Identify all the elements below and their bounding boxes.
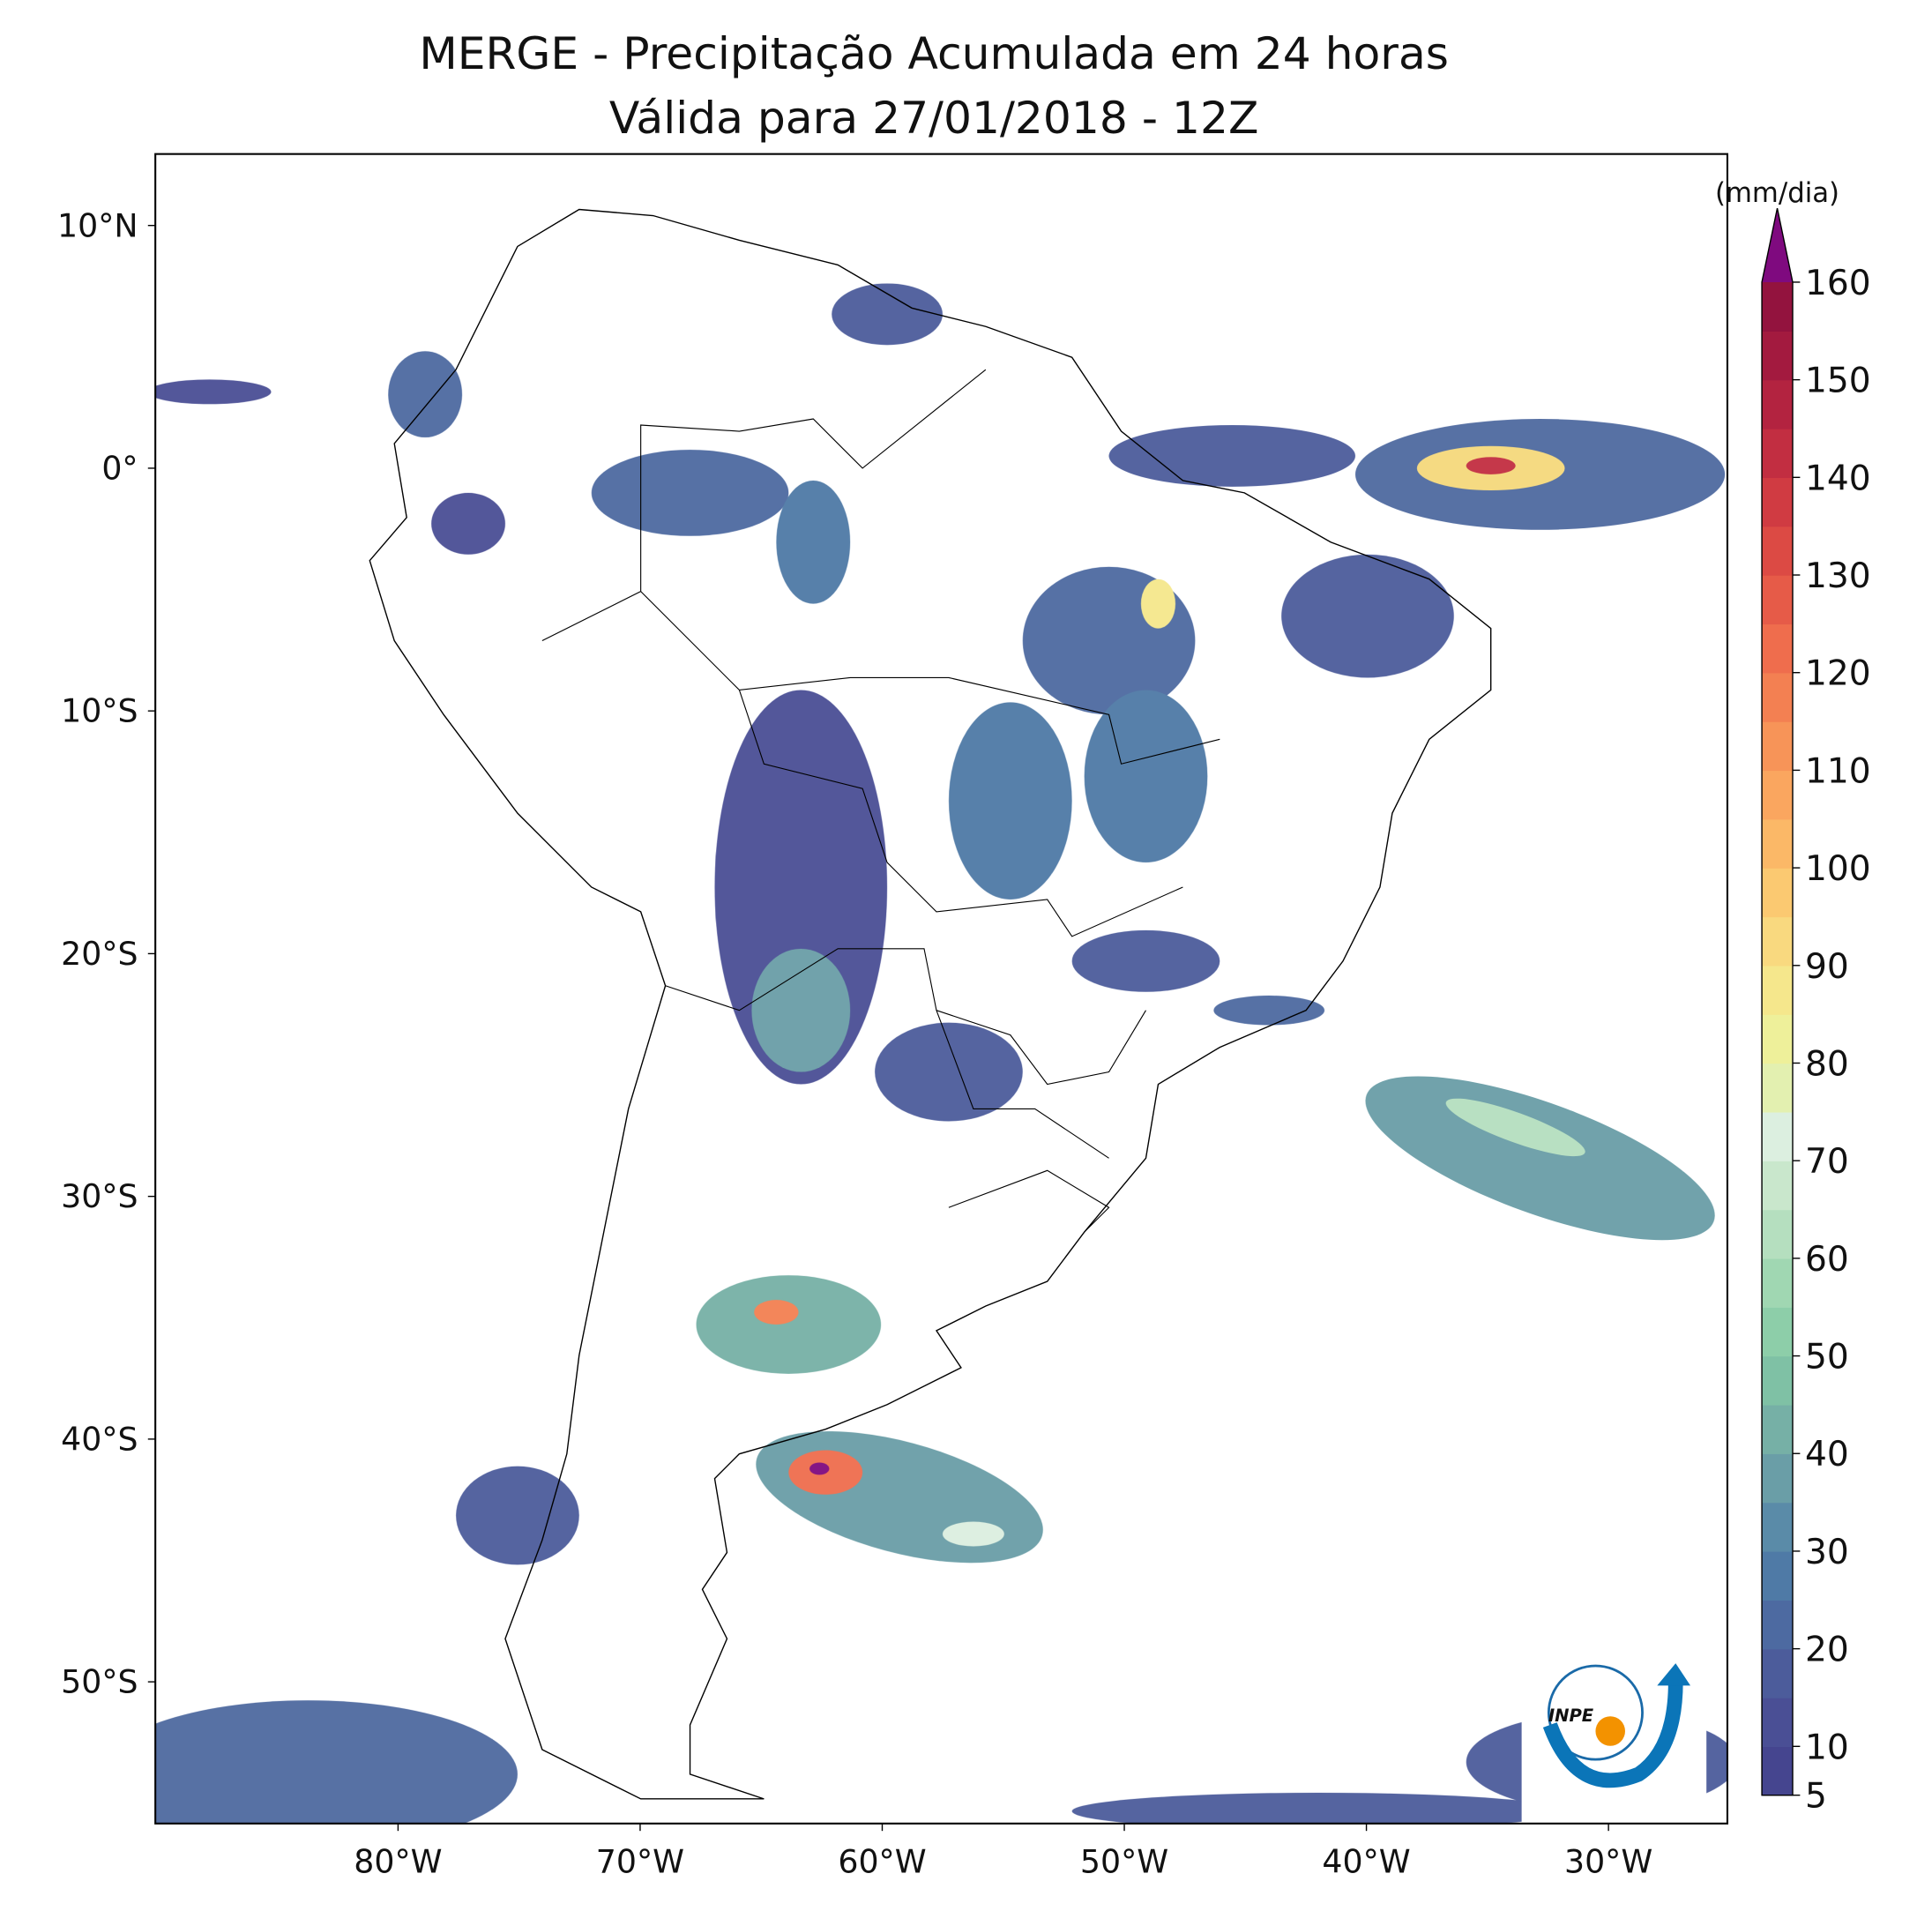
borders (541, 369, 1220, 1233)
colorbar-tick-label: 60 (1805, 1240, 1849, 1280)
colorbar-tick-label: 150 (1805, 362, 1871, 401)
colorbar-tick-label: 40 (1805, 1435, 1849, 1474)
colorbar-tick-label: 130 (1805, 556, 1871, 596)
colorbar-segment (1762, 1111, 1793, 1161)
colorbar-tick-label: 160 (1805, 264, 1871, 303)
lon-label: 50°W (1080, 1843, 1168, 1881)
colorbar-segment (1762, 965, 1793, 1015)
colorbar-segment (1762, 1404, 1793, 1454)
colorbar: (mm/dia) 5 10 20 30 40 50 60 70 80 90 100 110 120 130 1… (1715, 177, 1871, 1817)
colorbar-segment (1762, 623, 1793, 674)
colorbar-tick-label: 140 (1805, 459, 1871, 498)
colorbar-tick-label: 80 (1805, 1044, 1849, 1084)
colorbar-segment (1762, 721, 1793, 772)
lat-label: 10°N (57, 206, 138, 244)
colorbar-segment (1762, 1453, 1793, 1504)
map-frame (154, 153, 1728, 1825)
colorbar-segment (1762, 1600, 1793, 1650)
title: MERGE - Precipitação Acumulada em 24 hor… (419, 27, 1449, 79)
lat-label: 20°S (61, 935, 138, 973)
lat-label: 10°S (61, 692, 138, 730)
colorbar-tick-label: 50 (1805, 1338, 1849, 1377)
colorbar-extend (1762, 208, 1793, 282)
colorbar-segment (1762, 331, 1793, 381)
colorbar-tick-label: 5 (1805, 1777, 1827, 1817)
colorbar-tick-label: 90 (1805, 947, 1849, 987)
lat-label: 50°S (61, 1663, 138, 1701)
colorbar-tick-label: 120 (1805, 654, 1871, 694)
precipitation (155, 283, 1727, 1824)
lon-label: 60°W (838, 1843, 926, 1881)
logo: INPE (1521, 1651, 1707, 1824)
lon-label: 40°W (1322, 1843, 1410, 1881)
colorbar-segment (1762, 1502, 1793, 1552)
lat-label: 30°S (61, 1177, 138, 1215)
colorbar-segment (1762, 868, 1793, 918)
lon-label: 30°W (1564, 1843, 1652, 1881)
colorbar-frame (1761, 207, 1794, 1796)
colorbar-tick-label: 110 (1805, 751, 1871, 791)
colorbar-segment (1762, 281, 1793, 332)
colorbar-tick-label: 70 (1805, 1142, 1849, 1182)
lat-label: 0° (101, 449, 138, 487)
lon-label: 70°W (596, 1843, 684, 1881)
colorbar-segment (1762, 379, 1793, 429)
colorbar-segment (1762, 1209, 1793, 1259)
colorbar-tick-label: 100 (1805, 849, 1871, 889)
colorbar-segment (1762, 428, 1793, 479)
colorbar-segment (1762, 1550, 1793, 1601)
colorbar-tick-label: 20 (1805, 1631, 1849, 1670)
colorbar-segment (1762, 1355, 1793, 1406)
colorbar-segment (1762, 526, 1793, 576)
colorbar-segment (1762, 818, 1793, 869)
colorbar-segment (1762, 1161, 1793, 1211)
colorbar-segment (1762, 1746, 1793, 1796)
axes: 10°N 0° 10°S 20°S 30°S 40°S 50°S 80°W 70°W 60°W 50… (57, 206, 1652, 1880)
colorbar-segment (1762, 1697, 1793, 1748)
colorbar-segment (1762, 1014, 1793, 1064)
colorbar-tick-label: 10 (1805, 1728, 1849, 1767)
colorbar-segment (1762, 916, 1793, 967)
lat-label: 40°S (61, 1420, 138, 1458)
colorbar-segment (1762, 477, 1793, 527)
colorbar-segment (1762, 575, 1793, 625)
colorbar-unit: (mm/dia) (1715, 177, 1839, 209)
colorbar-segment (1762, 1648, 1793, 1698)
colorbar-segment (1762, 770, 1793, 820)
colorbar-tick-label: 30 (1805, 1533, 1849, 1572)
subtitle: Válida para 27/01/2018 - 12Z (609, 92, 1259, 144)
colorbar-segment (1762, 672, 1793, 722)
map-area: INPE (155, 208, 1727, 1824)
lon-label: 80°W (354, 1843, 442, 1881)
colorbar-segment (1762, 1063, 1793, 1113)
colorbar-segment (1762, 1307, 1793, 1357)
logo-text: INPE (1548, 1706, 1594, 1726)
colorbar-segment (1762, 1258, 1793, 1308)
